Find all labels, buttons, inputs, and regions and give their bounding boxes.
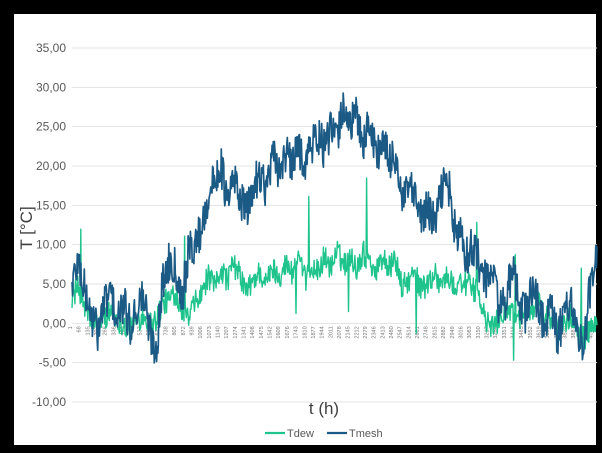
series-lines xyxy=(71,92,598,364)
x-tick-label: 2949 xyxy=(450,326,456,338)
x-tick-label: 939 xyxy=(189,326,195,335)
y-tick-label: 0,00 xyxy=(43,316,67,330)
x-tick-label: 805 xyxy=(172,326,178,335)
x-tick-label: 1207 xyxy=(224,326,230,338)
x-tick-label: 3887 xyxy=(571,326,577,338)
x-tick-label: 2681 xyxy=(415,326,421,338)
x-tick-label: 2145 xyxy=(346,326,352,338)
x-tick-label: 1676 xyxy=(285,326,291,338)
y-tick-label: 20,00 xyxy=(36,159,66,173)
x-tick-label: 1 xyxy=(68,326,74,329)
x-tick-label: 68 xyxy=(77,326,83,332)
legend-label: Tmesh xyxy=(349,428,383,440)
x-tick-label: 1006 xyxy=(198,326,204,338)
y-tick-label: 15,00 xyxy=(36,198,66,212)
x-tick-label: 2815 xyxy=(432,326,438,338)
x-tick-label: 1475 xyxy=(259,326,265,338)
x-tick-label: 2413 xyxy=(380,326,386,338)
legend: Tdew Tmesh xyxy=(265,428,383,440)
x-tick-label: 1542 xyxy=(268,326,274,338)
x-tick-label: 2011 xyxy=(328,326,334,338)
x-tick-label: 135 xyxy=(85,326,91,335)
x-tick-label: 1140 xyxy=(216,326,222,338)
x-tick-label: 1877 xyxy=(311,326,317,338)
x-tick-label: 2212 xyxy=(354,326,360,338)
y-tick-labels: -10,00 -5,00 0,00 5,00 10,00 15,00 20,00 25,00 3… xyxy=(32,41,66,409)
x-tick-label: 1810 xyxy=(302,326,308,338)
y-axis-label: T [°C] xyxy=(17,206,36,249)
x-tick-labels: 1 68 135 202 269 336 403 470 537 604 671 738 805 872 9… xyxy=(68,326,595,338)
series-line-tmesh xyxy=(71,92,598,364)
x-tick-label: 3217 xyxy=(484,326,490,338)
x-tick-label: 1743 xyxy=(294,326,300,338)
y-tick-label: 35,00 xyxy=(36,41,66,55)
x-tick-label: 3619 xyxy=(537,326,543,338)
x-tick-label: 872 xyxy=(181,326,187,335)
y-tick-label: 10,00 xyxy=(36,238,66,252)
legend-label: Tdew xyxy=(287,428,314,440)
x-tick-label: 2748 xyxy=(424,326,430,338)
x-tick-label: 2346 xyxy=(372,326,378,338)
grid-lines xyxy=(72,47,597,403)
x-tick-label: 3686 xyxy=(545,326,551,338)
x-tick-label: 2480 xyxy=(389,326,395,338)
x-tick-label: 3284 xyxy=(493,326,499,338)
y-tick-label: -5,00 xyxy=(39,356,67,370)
x-tick-label: 1944 xyxy=(320,326,326,338)
x-tick-label: 537 xyxy=(137,326,143,335)
x-tick-label: 2882 xyxy=(441,326,447,338)
y-tick-label: 25,00 xyxy=(36,120,66,134)
y-tick-label: -10,00 xyxy=(32,395,66,409)
x-tick-label: 3083 xyxy=(467,326,473,338)
x-tick-label: 1274 xyxy=(233,326,239,338)
series-line-tdew xyxy=(71,177,598,361)
x-tick-label: 3016 xyxy=(458,326,464,338)
x-tick-label: 3351 xyxy=(502,326,508,338)
x-tick-label: 336 xyxy=(111,326,117,335)
x-tick-label: 269 xyxy=(103,326,109,335)
x-tick-label: 1609 xyxy=(276,326,282,338)
y-tick-label: 30,00 xyxy=(36,80,66,94)
x-tick-label: 2547 xyxy=(398,326,404,338)
y-tick-label: 5,00 xyxy=(43,277,67,291)
x-tick-label: 4021 xyxy=(589,326,595,338)
x-tick-label: 738 xyxy=(163,326,169,335)
x-tick-label: 2078 xyxy=(337,326,343,338)
x-tick-label: 3820 xyxy=(563,326,569,338)
x-tick-label: 1408 xyxy=(250,326,256,338)
x-tick-label: 2279 xyxy=(363,326,369,338)
x-tick-label: 3485 xyxy=(519,326,525,338)
x-tick-label: 3552 xyxy=(528,326,534,338)
x-axis-label: t (h) xyxy=(309,399,339,418)
x-tick-label: 2614 xyxy=(406,326,412,338)
x-tick-label: 1341 xyxy=(242,326,248,338)
x-tick-label: 1073 xyxy=(207,326,213,338)
x-tick-label: 3150 xyxy=(476,326,482,338)
